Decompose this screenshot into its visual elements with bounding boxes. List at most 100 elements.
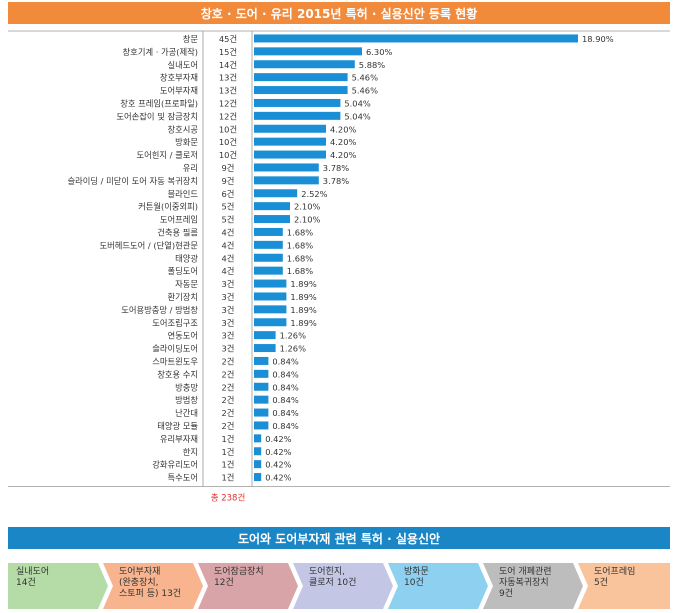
count-label: 14건 (219, 60, 237, 70)
value-label: 0.84% (272, 382, 298, 392)
category-label: 태양광 (175, 253, 198, 263)
count-label: 2건 (222, 369, 235, 379)
value-label: 0.84% (272, 395, 298, 405)
count-label: 12건 (219, 98, 237, 108)
category-label: 슬라이딩도어 (152, 344, 198, 354)
bar (254, 460, 262, 469)
flow-step: 도어부자재 (완충장치, 스토퍼 등) 13건 (103, 563, 203, 609)
bar (254, 189, 298, 198)
count-label: 4건 (222, 227, 235, 237)
flow-step-text: 10건 (404, 578, 424, 588)
value-label: 6.30% (366, 47, 392, 57)
count-label: 1건 (222, 434, 235, 444)
value-label: 5.46% (352, 73, 378, 83)
value-label: 3.78% (323, 163, 349, 173)
flow-step-text: 14건 (16, 578, 36, 588)
bar (254, 150, 326, 159)
count-label: 3건 (222, 305, 235, 315)
category-label: 도어용방충망 / 방범창 (121, 305, 198, 315)
value-label: 0.42% (265, 447, 291, 457)
value-label: 0.84% (272, 421, 298, 431)
bar (254, 434, 262, 443)
bar (254, 382, 269, 391)
count-label: 3건 (222, 331, 235, 341)
count-label: 12건 (219, 111, 237, 121)
bar (254, 369, 269, 378)
bar (254, 395, 269, 404)
flow-step: 도어힌지, 클로저 10건 (293, 563, 393, 609)
flow-step-text: 9건 (499, 589, 514, 599)
category-label: 창호 프레임(프로파일) (120, 98, 198, 108)
bar (254, 111, 341, 120)
category-label: 폴딩도어 (167, 266, 198, 276)
category-label: 커튼월(이중외피) (138, 202, 198, 212)
bar (254, 421, 269, 430)
count-label: 1건 (222, 460, 235, 470)
value-label: 1.89% (290, 305, 316, 315)
bar (254, 318, 287, 327)
section-title: 도어와 도어부자재 관련 특허 · 실용신안 (237, 531, 441, 546)
category-label: 슬라이딩 / 미닫이 도어 자동 복귀장치 (68, 176, 198, 186)
bar (254, 279, 287, 288)
category-label: 도어손잡이 및 잠금장치 (116, 111, 198, 121)
count-label: 1건 (222, 473, 235, 483)
count-label: 4건 (222, 240, 235, 250)
flow-step-text: (완충장치, (119, 578, 159, 588)
bar (254, 331, 276, 340)
flow-step-text: 5건 (594, 578, 609, 588)
value-label: 1.68% (287, 227, 313, 237)
value-label: 1.68% (287, 253, 313, 263)
bar (254, 215, 290, 224)
count-label: 1건 (222, 447, 235, 457)
bar (254, 356, 269, 365)
count-label: 2건 (222, 408, 235, 418)
count-label: 45건 (219, 34, 237, 44)
flow-step-text: 실내도어 (16, 567, 50, 577)
bar (254, 447, 262, 456)
category-label: 강화유리도어 (152, 460, 198, 470)
category-label: 도어부자재 (160, 86, 198, 96)
category-label: 도어힌지 / 클로저 (136, 150, 198, 160)
value-label: 2.10% (294, 215, 320, 225)
flow-step: 도어잠금장치 12건 (198, 563, 298, 609)
count-label: 2건 (222, 382, 235, 392)
flow-step-text: 자동복귀장치 (499, 578, 549, 588)
value-label: 0.42% (265, 473, 291, 483)
flow-step-text: 스토퍼 등) 13건 (119, 589, 182, 599)
category-label: 방범창 (175, 395, 198, 405)
value-label: 1.68% (287, 240, 313, 250)
value-label: 1.89% (290, 292, 316, 302)
count-label: 10건 (219, 137, 237, 147)
count-label: 9건 (222, 176, 235, 186)
category-label: 건축용 필름 (157, 227, 198, 237)
value-label: 4.20% (330, 137, 356, 147)
value-label: 0.42% (265, 460, 291, 470)
count-label: 5건 (222, 202, 235, 212)
chart-title: 창호 · 도어 · 유리 2015년 특허 · 실용신안 등록 현황 (200, 6, 478, 21)
value-label: 0.42% (265, 434, 291, 444)
bar (254, 137, 326, 146)
bar (254, 176, 319, 185)
category-label: 자동문 (175, 279, 198, 289)
category-label: 스마트윈도우 (152, 356, 198, 366)
bar (254, 408, 269, 417)
category-label: 방충망 (175, 382, 198, 392)
count-label: 5건 (222, 215, 235, 225)
count-label: 2건 (222, 421, 235, 431)
bar (254, 34, 578, 43)
flow-step-text: 도어힌지, (309, 567, 345, 577)
value-label: 1.68% (287, 266, 313, 276)
count-label: 10건 (219, 150, 237, 160)
value-label: 5.46% (352, 86, 378, 96)
count-label: 4건 (222, 266, 235, 276)
flow-step-text: 클로저 10건 (309, 578, 357, 588)
count-label: 2건 (222, 356, 235, 366)
value-label: 2.52% (301, 189, 327, 199)
value-label: 0.84% (272, 369, 298, 379)
count-label: 3건 (222, 292, 235, 302)
count-label: 10건 (219, 124, 237, 134)
category-label: 연동도어 (167, 331, 198, 341)
bar (254, 163, 319, 172)
category-label: 도어프레임 (160, 215, 198, 225)
value-label: 3.78% (323, 176, 349, 186)
